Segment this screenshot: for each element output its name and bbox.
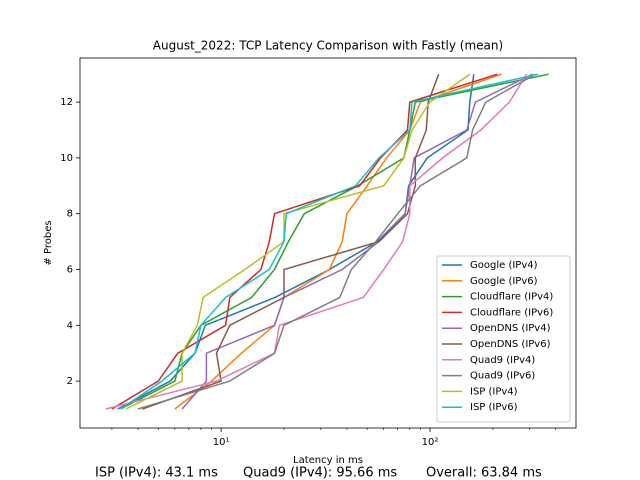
legend-label: OpenDNS (IPv6) (470, 339, 551, 350)
legend-box (436, 255, 571, 423)
legend-label: Cloudflare (IPv4) (470, 292, 553, 303)
y-tick-label: 4 (67, 320, 73, 331)
series-line (142, 73, 440, 410)
legend-label: ISP (IPv4) (470, 386, 518, 397)
legend-label: Google (IPv6) (470, 276, 538, 287)
legend-label: OpenDNS (IPv4) (470, 323, 551, 334)
legend-label: Google (IPv4) (470, 260, 538, 271)
x-tick-label: 10² (422, 437, 439, 448)
y-tick-label: 2 (67, 376, 73, 387)
x-axis-label: Latency in ms (293, 455, 363, 466)
y-tick-label: 10 (60, 153, 73, 164)
legend-label: Cloudflare (IPv6) (470, 307, 553, 318)
legend-label: Quad9 (IPv6) (470, 371, 535, 382)
series-line (120, 73, 539, 410)
annotation: ISP (IPv4): 43.1 ms (95, 466, 218, 480)
plot-frame (79, 57, 577, 429)
annotation: Quad9 (IPv4): 95.66 ms (243, 466, 397, 480)
annotation: Overall: 63.84 ms (426, 466, 542, 480)
chart-title: August_2022: TCP Latency Comparison with… (153, 39, 503, 53)
y-tick-label: 12 (60, 97, 73, 108)
legend-label: ISP (IPv6) (470, 402, 518, 413)
y-tick-label: 8 (67, 209, 73, 220)
legend-label: Quad9 (IPv4) (470, 355, 535, 366)
y-tick-label: 6 (67, 265, 73, 276)
x-tick-label: 10¹ (213, 437, 230, 448)
series-line (137, 73, 536, 410)
y-axis-label: # Probes (43, 220, 54, 265)
series-line (111, 73, 498, 410)
